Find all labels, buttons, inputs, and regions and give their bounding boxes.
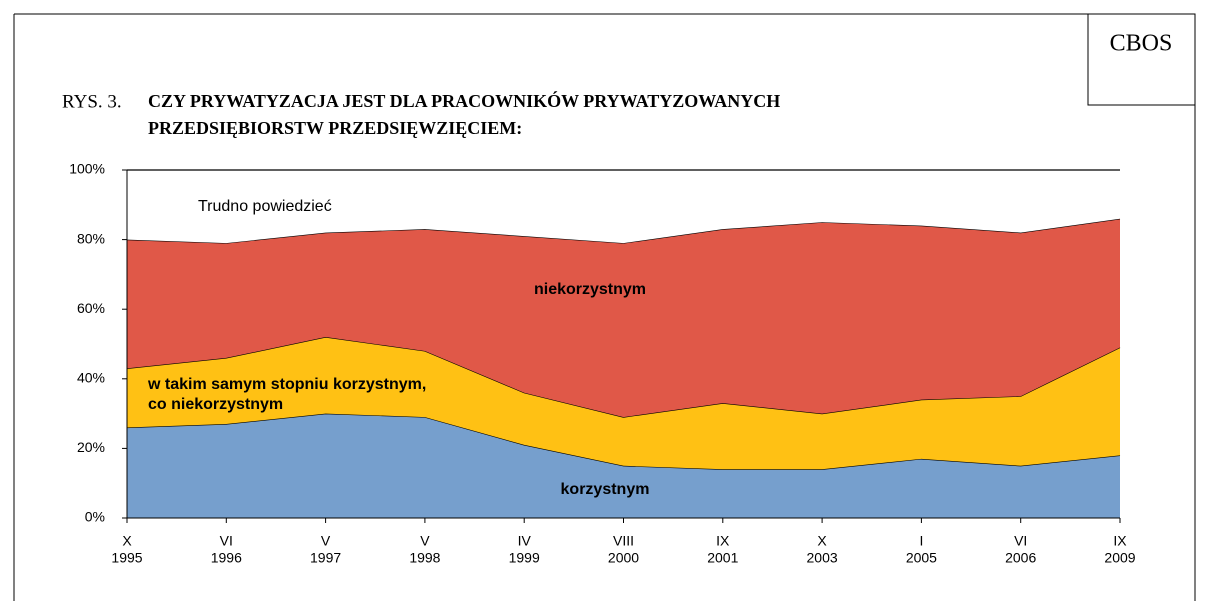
series-label: korzystnym — [561, 481, 650, 498]
series-label: Trudno powiedzieć — [198, 198, 332, 215]
x-tick-label: V — [420, 533, 430, 549]
x-tick-label: X — [122, 533, 132, 549]
x-tick-label: 1995 — [111, 550, 142, 566]
y-tick-label: 40% — [77, 370, 105, 386]
x-tick-label: 1998 — [409, 550, 440, 566]
series-label: w takim samym stopniu korzystnym, — [147, 376, 426, 393]
x-tick-label: 2006 — [1005, 550, 1036, 566]
x-tick-label: V — [321, 533, 331, 549]
y-tick-label: 60% — [77, 300, 105, 316]
x-tick-label: X — [817, 533, 827, 549]
title: CZY PRYWATYZACJA JEST DLA PRACOWNIKÓW PR… — [148, 90, 780, 111]
series-label: co niekorzystnym — [148, 396, 283, 413]
figure-number: RYS. 3. — [62, 91, 122, 112]
x-tick-label: IX — [716, 533, 730, 549]
logo: CBOS — [1110, 31, 1173, 57]
y-tick-label: 0% — [85, 509, 105, 525]
x-tick-label: 2005 — [906, 550, 937, 566]
x-tick-label: VI — [220, 533, 233, 549]
x-tick-label: 1997 — [310, 550, 341, 566]
area — [127, 337, 1120, 470]
y-tick-label: 80% — [77, 230, 105, 246]
y-tick-label: 100% — [69, 161, 105, 177]
title: PRZEDSIĘBIORSTW PRZEDSIĘWZIĘCIEM: — [148, 118, 522, 138]
x-tick-label: 2001 — [707, 550, 738, 566]
x-tick-label: VIII — [613, 533, 634, 549]
x-tick-label: 1999 — [509, 550, 540, 566]
logo-box — [1087, 13, 1196, 106]
x-tick-label: 2003 — [807, 550, 838, 566]
x-tick-label: VI — [1014, 533, 1027, 549]
x-tick-label: IX — [1113, 533, 1127, 549]
x-tick-label: 2009 — [1104, 550, 1135, 566]
area — [127, 170, 1120, 244]
area — [127, 218, 1120, 418]
x-tick-label: 2000 — [608, 550, 639, 566]
x-tick-label: I — [919, 533, 923, 549]
x-tick-label: IV — [518, 533, 532, 549]
y-tick-label: 20% — [77, 439, 105, 455]
x-tick-label: 1996 — [211, 550, 242, 566]
series-label: niekorzystnym — [534, 281, 646, 298]
